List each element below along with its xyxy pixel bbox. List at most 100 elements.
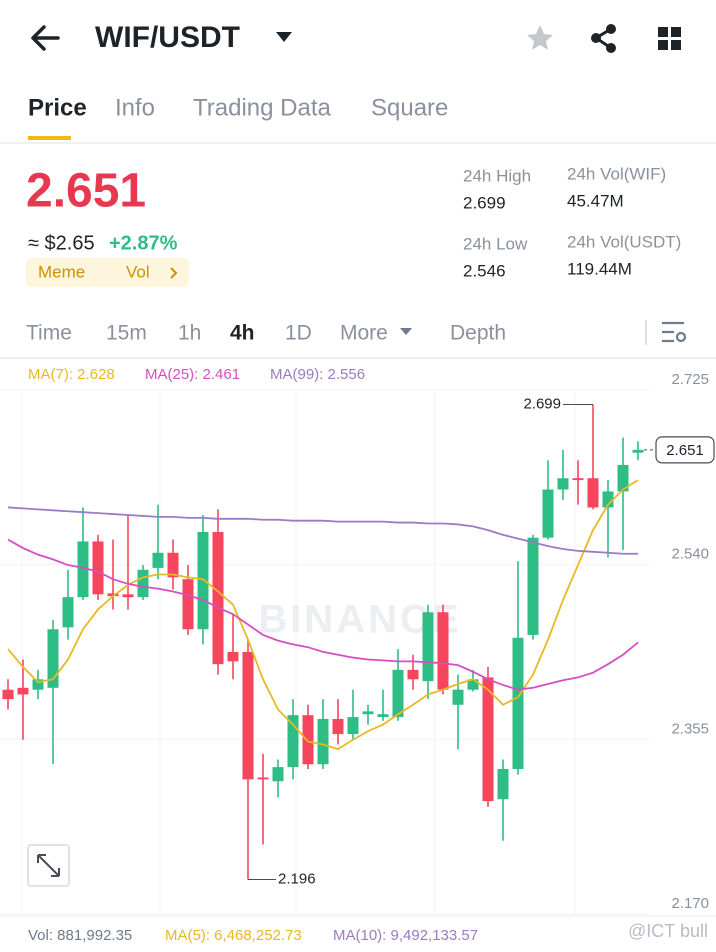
ma-legend: MA(25): 2.461 — [145, 366, 240, 383]
candle-body — [452, 689, 464, 705]
candle-body — [77, 541, 89, 598]
usd-price: ≈ $2.65 — [28, 232, 95, 254]
stat-label: 24h Vol(USDT) — [567, 232, 681, 251]
tag-chevron — [170, 267, 178, 279]
candle-body — [122, 594, 134, 598]
candle-body — [197, 532, 209, 630]
interval[interactable]: More — [340, 322, 388, 345]
y-tick-label: 2.540 — [671, 546, 709, 563]
tab[interactable]: Trading Data — [193, 94, 332, 121]
candle-body — [527, 537, 539, 635]
menu-grid[interactable] — [658, 27, 681, 50]
footer-watermark: @ICT bull — [628, 921, 708, 941]
stat-label: 24h High — [463, 166, 531, 185]
y-tick-label: 2.170 — [671, 895, 709, 912]
ma-legend: MA(7): 2.628 — [28, 366, 115, 383]
candle-body — [332, 718, 344, 735]
volume-label: Vol: 881,992.35 — [28, 927, 132, 944]
last-price-tag: 2.651 — [666, 442, 704, 459]
candle-body — [542, 489, 554, 538]
candle-body — [62, 597, 74, 628]
candle-body — [392, 669, 404, 718]
candle-body — [152, 552, 164, 568]
candle-body — [317, 718, 329, 765]
stat-value: 2.546 — [463, 261, 506, 280]
candle-body — [512, 637, 524, 769]
high-label: 2.699 — [523, 396, 561, 413]
candle-body — [302, 715, 314, 765]
candle-body — [602, 491, 614, 508]
last-price-box — [655, 436, 715, 464]
stat-label: 24h Vol(WIF) — [567, 164, 666, 183]
candle-body — [617, 464, 629, 492]
candle-body — [47, 629, 59, 688]
candle-body — [182, 579, 194, 630]
vertical-grid — [21, 392, 576, 915]
ma-legend: MA(99): 2.556 — [270, 366, 365, 383]
low-label: 2.196 — [278, 870, 316, 887]
back-button[interactable] — [31, 25, 60, 51]
candle-body — [347, 717, 359, 735]
tab-underline — [28, 136, 71, 140]
candle-body — [422, 612, 434, 682]
interval[interactable]: 1h — [178, 322, 201, 345]
pair-title[interactable]: WIF/USDT — [95, 21, 240, 54]
candle-body — [137, 569, 149, 598]
candle-body — [227, 651, 239, 662]
candle-body — [212, 532, 224, 665]
ma-line — [7, 538, 639, 691]
pair-dropdown[interactable] — [276, 32, 292, 42]
candle-body — [407, 669, 419, 680]
y-tick-label: 2.355 — [671, 720, 709, 737]
tab[interactable]: Square — [371, 94, 448, 121]
candle-body — [437, 612, 449, 690]
tag[interactable]: Vol — [126, 262, 150, 281]
expand-icon — [37, 854, 60, 877]
candle-body — [362, 711, 374, 715]
volume-label: MA(10): 9,492,133.57 — [333, 927, 478, 944]
candle-body — [587, 478, 599, 508]
ma-line — [7, 479, 639, 751]
candle-body — [107, 593, 119, 597]
candle-body — [482, 677, 494, 802]
candle-body — [632, 449, 644, 453]
tab[interactable]: Price — [28, 94, 87, 121]
candle-body — [32, 679, 44, 690]
candle-body — [572, 478, 584, 481]
candle-body — [2, 689, 14, 700]
stat-value: 45.47M — [567, 191, 624, 210]
tab[interactable]: Info — [115, 94, 155, 121]
interval[interactable]: 4h — [230, 322, 255, 345]
candle-body — [242, 651, 254, 780]
share-button[interactable] — [591, 24, 616, 53]
interval[interactable]: 1D — [285, 322, 312, 345]
favorite-star[interactable] — [527, 25, 553, 50]
candle-body — [557, 478, 569, 490]
stat-value: 2.699 — [463, 193, 506, 212]
candle-body — [467, 679, 479, 690]
interval[interactable]: Time — [26, 322, 72, 345]
candle-body — [497, 768, 509, 800]
candle-body — [17, 687, 29, 695]
y-tick-label: 2.725 — [671, 371, 709, 388]
candle-body — [287, 715, 299, 768]
tag-box — [26, 258, 189, 287]
stat-label: 24h Low — [463, 234, 528, 253]
candle-body — [92, 541, 104, 595]
interval[interactable]: Depth — [450, 322, 506, 345]
candle-body — [272, 767, 284, 782]
ma-line — [7, 506, 638, 555]
tag[interactable]: Meme — [38, 262, 85, 281]
candle-body — [257, 777, 269, 780]
interval[interactable]: 15m — [106, 322, 147, 345]
stat-value: 119.44M — [567, 259, 632, 278]
volume-label: MA(5): 6,468,252.73 — [165, 927, 302, 944]
candle-body — [167, 552, 179, 578]
chart-settings[interactable] — [662, 321, 687, 343]
candle-body — [377, 714, 389, 718]
price-change: +2.87% — [109, 232, 178, 254]
more-dropdown[interactable] — [400, 328, 412, 335]
last-price: 2.651 — [26, 165, 146, 218]
